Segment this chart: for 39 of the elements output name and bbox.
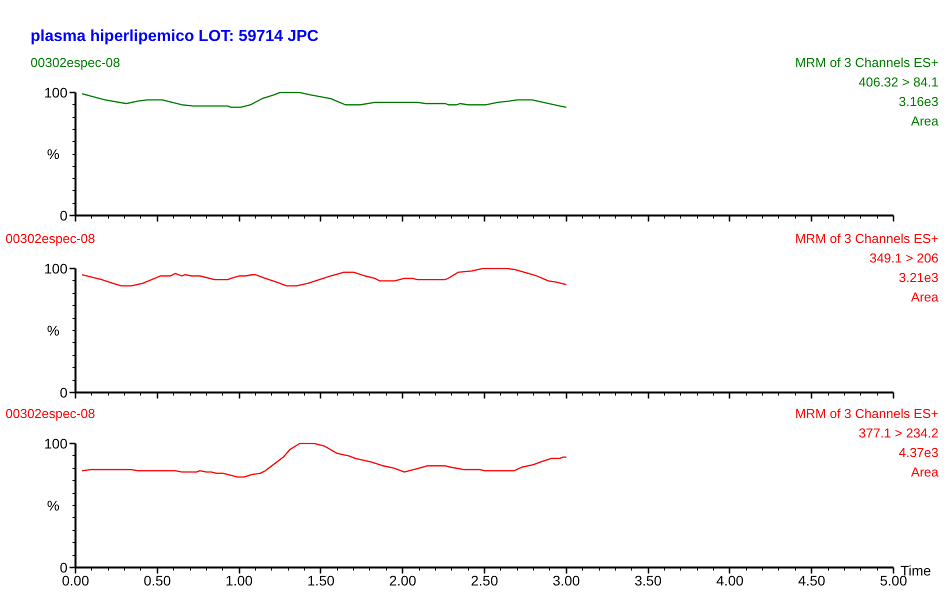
text: 3.21e3	[898, 270, 939, 285]
chart-subtitle: 00302espec-08	[6, 406, 96, 421]
text: 4.37e3	[898, 445, 939, 460]
x-tick-label: 1.50	[307, 572, 335, 588]
y-tick-label: 100	[44, 84, 68, 100]
x-tick-label: 0.50	[144, 572, 172, 588]
y-tick-label: 100	[44, 436, 68, 452]
text: MRM of 3 Channels ES+	[795, 231, 939, 246]
y-axis-title: %	[47, 498, 60, 514]
chart-title: plasma hiperlipemico LOT: 59714 JPC	[30, 28, 320, 45]
x-tick-label: 4.50	[798, 572, 826, 588]
text: 3.16e3	[898, 94, 939, 109]
y-tick-label: 0	[60, 208, 68, 224]
chart-subtitle: 00302espec-08	[6, 231, 96, 246]
text: 377.1 > 234.2	[858, 426, 939, 440]
text: Area	[911, 464, 940, 480]
x-tick-label: 5.00	[880, 572, 908, 588]
y-tick-label: 0	[60, 384, 68, 400]
y-tick-label: 100	[44, 260, 68, 276]
x-tick-label: 4.00	[716, 572, 744, 588]
text: Area	[911, 290, 940, 304]
x-tick-label: 2.00	[389, 572, 417, 588]
x-tick-label: 0.00	[62, 572, 90, 588]
line-series	[81, 442, 567, 478]
y-axis-title: %	[47, 322, 60, 338]
y-axis-title: %	[47, 146, 60, 162]
x-tick-label: 1.00	[225, 572, 253, 588]
text: MRM of 3 Channels ES+	[795, 406, 939, 421]
x-tick-label: 3.50	[634, 572, 662, 588]
line-series	[81, 268, 567, 287]
text: 349.1 > 206	[869, 250, 939, 266]
x-tick-label: 3.00	[552, 572, 580, 588]
line-series	[81, 92, 567, 108]
chart-subtitle: 00302espec-08	[30, 55, 120, 70]
text: MRM of 3 Channels ES+	[795, 55, 939, 70]
x-tick-label: 2.50	[470, 572, 498, 588]
y-tick-label: 0	[60, 560, 68, 576]
text: 406.32 > 84.1	[858, 74, 939, 90]
text: Area	[911, 114, 940, 128]
